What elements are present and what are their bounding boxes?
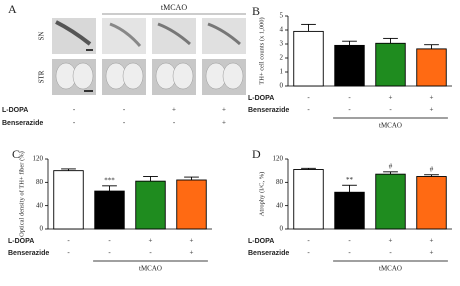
y-tick-label: 40 (36, 201, 44, 209)
y-axis-label: Atrophy (I/C, %) (258, 172, 265, 217)
treatment-name: L-DOPA (8, 238, 34, 245)
treatment-sign: - (307, 94, 310, 102)
treatment-sign: + (430, 237, 434, 245)
treatment-sign: + (430, 94, 434, 102)
row-label: STR (38, 70, 46, 83)
y-tick-label: 5 (280, 12, 284, 20)
brain-slices (55, 62, 244, 90)
treatment-sign: - (108, 237, 111, 245)
sn-texture (157, 22, 191, 46)
significance-label: *** (104, 176, 115, 184)
chart: BTH+ cell counts (x 1,000) 0 1 2 3 4 5 L-DOPA - -… (248, 4, 452, 130)
treatment-sign: - (67, 237, 70, 245)
y-axis-label: Optical density of TH+ fiber (%) (18, 151, 25, 237)
panel-letter: D (252, 147, 261, 161)
y-tick-label: 120 (273, 155, 284, 163)
treatment-sign: - (307, 106, 310, 114)
treatment-sign: - (108, 249, 111, 257)
treatment-sign: + (149, 237, 153, 245)
treatment-name: L-DOPA (248, 238, 274, 245)
treatment-sign: - (173, 119, 176, 127)
y-tick-label: 0 (40, 225, 44, 233)
y-axis-label: TH+ cell counts (x 1,000) (258, 17, 265, 84)
bar (94, 190, 125, 230)
panel-letter: A (8, 2, 17, 16)
treatment-sign: + (389, 237, 393, 245)
treatment-sign: - (123, 119, 126, 127)
significance-label: # (430, 165, 434, 173)
panel-letter: C (12, 147, 20, 161)
treatment-sign: - (389, 106, 392, 114)
panel-a-images (52, 13, 246, 95)
panel-letter: B (252, 4, 260, 18)
treatment-sign: + (222, 106, 226, 114)
y-tick-label: 1 (280, 68, 284, 76)
treatment-sign: - (348, 237, 351, 245)
treatment-sign: + (389, 94, 393, 102)
treatment-sign: - (348, 94, 351, 102)
bar (416, 48, 447, 87)
treatment-name: Benserazide (248, 107, 289, 114)
treatment-sign: + (430, 106, 434, 114)
treatment-name: L-DOPA (248, 95, 274, 102)
treatment-sign: + (190, 249, 194, 257)
group-label: tMCAO (139, 265, 162, 273)
y-tick-label: 120 (33, 155, 44, 163)
sn-texture (207, 22, 241, 46)
treatment-sign: - (307, 237, 310, 245)
treatment-name: Benserazide (2, 120, 43, 127)
sn-image (102, 18, 146, 54)
y-tick-label: 3 (280, 40, 284, 48)
row-label: SN (38, 32, 46, 41)
y-tick-label: 80 (276, 178, 284, 186)
treatment-sign: - (123, 106, 126, 114)
group-label: tMCAO (379, 265, 402, 273)
treatment-sign: - (149, 249, 152, 257)
bar (293, 169, 324, 230)
chart: D Atrophy (I/C, %) 0 40 80 120 ** # # L-DOPA - - + + B… (248, 147, 452, 273)
treatment-name: L-DOPA (2, 107, 28, 114)
treatment-sign: - (389, 249, 392, 257)
group-label: tMCAO (161, 3, 187, 12)
bar (375, 173, 406, 230)
bar (334, 44, 365, 87)
y-tick-label: 0 (280, 82, 284, 90)
bar (176, 179, 207, 230)
treatment-sign: + (430, 249, 434, 257)
y-tick-label: 40 (276, 201, 284, 209)
y-tick-label: 0 (280, 225, 284, 233)
sn-texture (109, 22, 142, 47)
bar (53, 170, 84, 230)
treatment-sign: - (67, 249, 70, 257)
significance-label: ** (346, 176, 354, 184)
treatment-sign: - (348, 106, 351, 114)
treatment-sign: + (172, 106, 176, 114)
treatment-sign: + (222, 119, 226, 127)
y-tick-label: 2 (280, 54, 284, 62)
treatment-sign: + (190, 237, 194, 245)
bar (416, 176, 447, 230)
treatment-name: Benserazide (8, 250, 49, 257)
sn-texture (55, 20, 92, 46)
bar (135, 180, 166, 230)
treatment-name: Benserazide (248, 250, 289, 257)
bar (293, 30, 324, 87)
treatment-sign: - (348, 249, 351, 257)
y-tick-label: 80 (36, 178, 44, 186)
bar (375, 42, 406, 87)
y-tick-label: 4 (280, 26, 284, 34)
bar (334, 191, 365, 230)
treatment-sign: - (307, 249, 310, 257)
treatment-sign: - (73, 119, 76, 127)
group-label: tMCAO (379, 122, 402, 130)
significance-label: # (389, 162, 393, 170)
treatment-sign: - (73, 106, 76, 114)
